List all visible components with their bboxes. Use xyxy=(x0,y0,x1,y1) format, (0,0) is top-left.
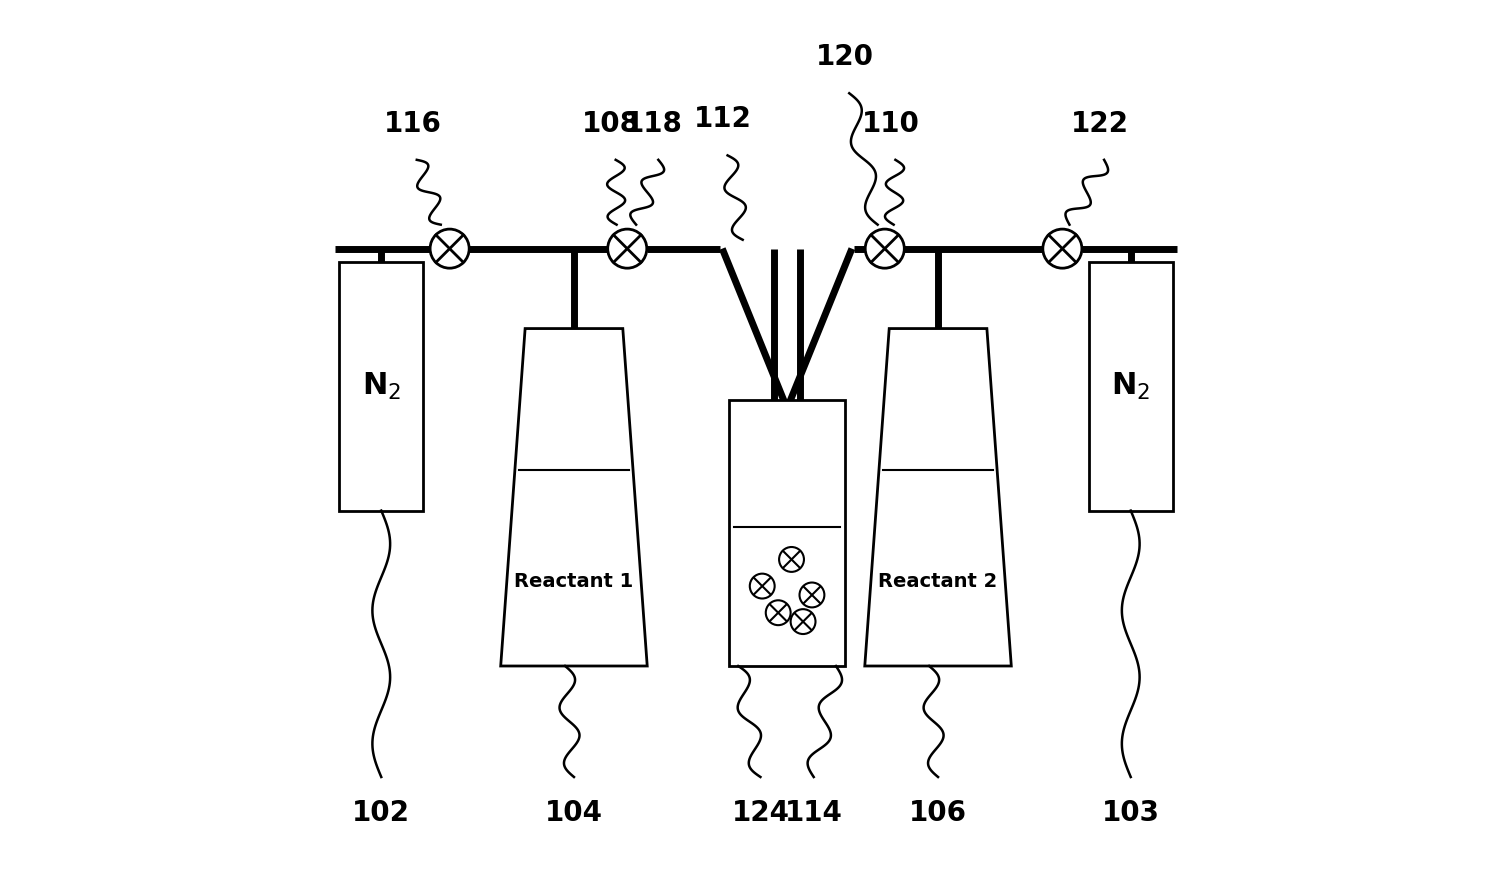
Text: 124: 124 xyxy=(732,799,789,828)
Bar xyxy=(729,400,845,666)
Text: 114: 114 xyxy=(785,799,842,828)
Text: 102: 102 xyxy=(352,799,410,828)
Text: N$_2$: N$_2$ xyxy=(361,370,401,402)
Polygon shape xyxy=(500,329,647,666)
Text: Reactant 2: Reactant 2 xyxy=(878,572,998,591)
Text: 122: 122 xyxy=(1070,109,1128,138)
Text: 104: 104 xyxy=(544,799,603,828)
Text: 112: 112 xyxy=(694,105,751,133)
Text: 118: 118 xyxy=(624,109,683,138)
Text: 116: 116 xyxy=(384,109,442,138)
Polygon shape xyxy=(865,329,1012,666)
Text: N$_2$: N$_2$ xyxy=(1111,370,1151,402)
Text: 110: 110 xyxy=(862,109,919,138)
Text: 120: 120 xyxy=(816,43,874,71)
Text: Reactant 1: Reactant 1 xyxy=(514,572,634,591)
Text: 106: 106 xyxy=(909,799,968,828)
Text: 108: 108 xyxy=(582,109,640,138)
Text: 103: 103 xyxy=(1102,799,1160,828)
Bar xyxy=(1089,262,1173,511)
Bar xyxy=(339,262,423,511)
